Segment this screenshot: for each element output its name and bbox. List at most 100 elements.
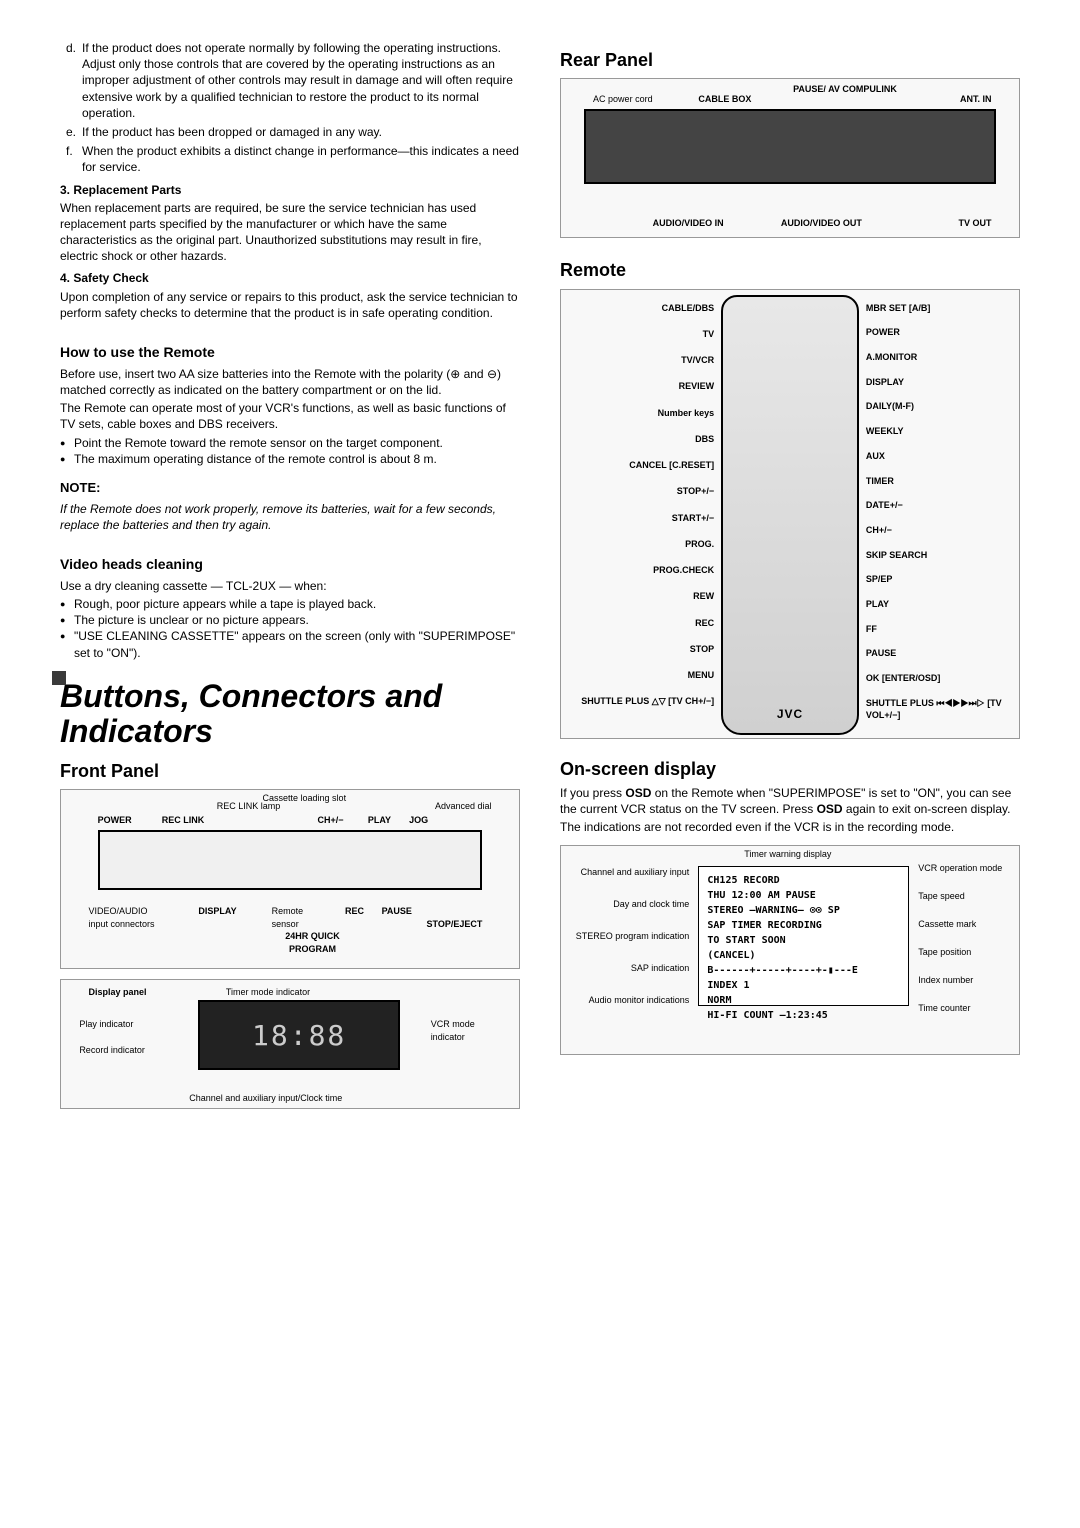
t: If you press	[560, 786, 625, 800]
callout-avout: AUDIO/VIDEO OUT	[781, 217, 862, 229]
callout-adv: Advanced dial	[435, 800, 492, 812]
remote-callout-right: A.MONITOR	[866, 351, 1017, 363]
safety-check-text: Upon completion of any service or repair…	[60, 289, 520, 321]
remote-callout-left: STOP	[563, 643, 714, 655]
front-panel-heading: Front Panel	[60, 759, 520, 783]
remote-callout-left: DBS	[563, 433, 714, 445]
remote-callout-right: SHUTTLE PLUS ⏮◀▶▶⏭▷ [TV VOL+/−]	[866, 697, 1017, 721]
remote-bullet-2: The maximum operating distance of the re…	[74, 451, 520, 467]
rear-device-icon	[584, 109, 996, 184]
remote-p2: The Remote can operate most of your VCR'…	[60, 400, 520, 432]
osd-line: THU 12:00 AM PAUSE	[707, 888, 900, 903]
osd-callout-right: Tape position	[918, 946, 1019, 958]
remote-callout-right: DATE+/−	[866, 499, 1017, 511]
how-to-use-remote-heading: How to use the Remote	[60, 343, 520, 362]
osd-line: NORM	[707, 993, 900, 1008]
remote-callout-left: CABLE/DBS	[563, 302, 714, 314]
callout-tvout: TV OUT	[959, 217, 992, 229]
video-bullet-2: The picture is unclear or no picture app…	[74, 612, 520, 628]
osd-heading: On-screen display	[560, 757, 1020, 781]
remote-diagram: JVC CABLE/DBSTVTV/VCRREVIEWNumber keysDB…	[560, 289, 1020, 739]
t: OSD	[625, 786, 651, 800]
remote-p1: Before use, insert two AA size batteries…	[60, 366, 520, 398]
callout-recind: Record indicator	[79, 1044, 145, 1056]
remote-callout-right: OK [ENTER/OSD]	[866, 672, 1017, 684]
osd-diagram: Timer warning display CH125 RECORD THU 1…	[560, 845, 1020, 1055]
remote-callout-left: STOP+/−	[563, 485, 714, 497]
callout-osd-top: Timer warning display	[744, 848, 831, 860]
buttons-connectors-heading: Buttons, Connectors and Indicators	[60, 679, 520, 749]
callout-videoaudio: VIDEO/AUDIO input connectors	[88, 905, 168, 929]
remote-callout-left: REC	[563, 617, 714, 629]
callout-power: POWER	[98, 814, 132, 826]
text: When the product exhibits a distinct cha…	[82, 144, 519, 174]
left-column: d.If the product does not operate normal…	[60, 40, 520, 1109]
osd-line: STEREO –WARNING– ⊙⊙ SP	[707, 903, 900, 918]
callout-rsensor: Remote sensor	[272, 905, 322, 929]
remote-callout-left: CANCEL [C.RESET]	[563, 459, 714, 471]
callout-timer: Timer mode indicator	[226, 986, 310, 998]
list-item-e: e.If the product has been dropped or dam…	[82, 124, 520, 140]
callout-ac: AC power cord	[593, 93, 653, 105]
callout-jog: JOG	[409, 814, 428, 826]
osd-callout-left: SAP indication	[561, 962, 689, 974]
callout-rec: REC	[345, 905, 364, 917]
remote-callout-right: PLAY	[866, 598, 1017, 610]
note-text: If the Remote does not work properly, re…	[60, 501, 520, 533]
front-device-icon	[98, 830, 483, 890]
osd-callout-right: Time counter	[918, 1002, 1019, 1014]
callout-avin: AUDIO/VIDEO IN	[653, 217, 724, 229]
remote-callout-right: TIMER	[866, 475, 1017, 487]
callout-pause-av: PAUSE/ AV COMPULINK	[790, 83, 900, 95]
remote-callout-right: FF	[866, 623, 1017, 635]
remote-body-icon: JVC	[721, 295, 858, 735]
callout-slot: Cassette loading slot	[263, 792, 347, 804]
video-bullet-1: Rough, poor picture appears while a tape…	[74, 596, 520, 612]
osd-callout-left: Day and clock time	[561, 898, 689, 910]
callout-stop: STOP/EJECT	[427, 918, 483, 930]
osd-box: CH125 RECORD THU 12:00 AM PAUSE STEREO –…	[698, 866, 909, 1006]
osd-p2: The indications are not recorded even if…	[560, 819, 1020, 835]
video-heads-heading: Video heads cleaning	[60, 555, 520, 574]
rear-panel-diagram: AC power cord CABLE BOX PAUSE/ AV COMPUL…	[560, 78, 1020, 238]
replacement-parts-heading: 3. Replacement Parts	[60, 182, 520, 198]
osd-callout-left: STEREO program indication	[561, 930, 689, 942]
remote-callout-left: START+/−	[563, 512, 714, 524]
osd-line: TO START SOON	[707, 933, 900, 948]
display-box-icon: 18:88	[198, 1000, 400, 1070]
remote-callout-right: WEEKLY	[866, 425, 1017, 437]
remote-callout-right: CH+/−	[866, 524, 1017, 536]
callout-cable: CABLE BOX	[698, 93, 751, 105]
remote-callout-right: AUX	[866, 450, 1017, 462]
osd-callout-right: Index number	[918, 974, 1019, 986]
list-item-d: d.If the product does not operate normal…	[82, 40, 520, 121]
osd-p1: If you press OSD on the Remote when "SUP…	[560, 785, 1020, 817]
remote-callout-left: Number keys	[563, 407, 714, 419]
osd-callout-right: Cassette mark	[918, 918, 1019, 930]
remote-callout-left: TV	[563, 328, 714, 340]
remote-callout-right: DAILY(M-F)	[866, 400, 1017, 412]
list-item-f: f.When the product exhibits a distinct c…	[82, 143, 520, 175]
callout-quick: 24HR QUICK PROGRAM	[263, 930, 363, 954]
display-panel-diagram: Display panel Timer mode indicator 18:88…	[60, 979, 520, 1109]
text: If the product has been dropped or damag…	[82, 125, 382, 139]
display-panel-label: Display panel	[88, 986, 146, 998]
remote-heading: Remote	[560, 258, 1020, 282]
remote-callout-left: MENU	[563, 669, 714, 681]
osd-line: SAP TIMER RECORDING	[707, 918, 900, 933]
remote-callout-right: SKIP SEARCH	[866, 549, 1017, 561]
right-column: Rear Panel AC power cord CABLE BOX PAUSE…	[560, 40, 1020, 1109]
osd-line: INDEX 1	[707, 978, 900, 993]
osd-line: HI-FI COUNT –1:23:45	[707, 1008, 900, 1023]
osd-line: B------+-----+----+-▮---E	[707, 963, 900, 978]
safety-check-heading: 4. Safety Check	[60, 270, 520, 286]
remote-callout-left: REVIEW	[563, 380, 714, 392]
t: again to exit on-screen display.	[843, 802, 1011, 816]
text: If the product does not operate normally…	[82, 41, 513, 120]
video-bullet-3: "USE CLEANING CASSETTE" appears on the s…	[74, 628, 520, 660]
remote-callout-right: PAUSE	[866, 647, 1017, 659]
osd-callout-left: Channel and auxiliary input	[561, 866, 689, 878]
callout-chclock: Channel and auxiliary input/Clock time	[189, 1092, 342, 1104]
osd-callout-right: VCR operation mode	[918, 862, 1019, 874]
callout-playind: Play indicator	[79, 1018, 133, 1030]
